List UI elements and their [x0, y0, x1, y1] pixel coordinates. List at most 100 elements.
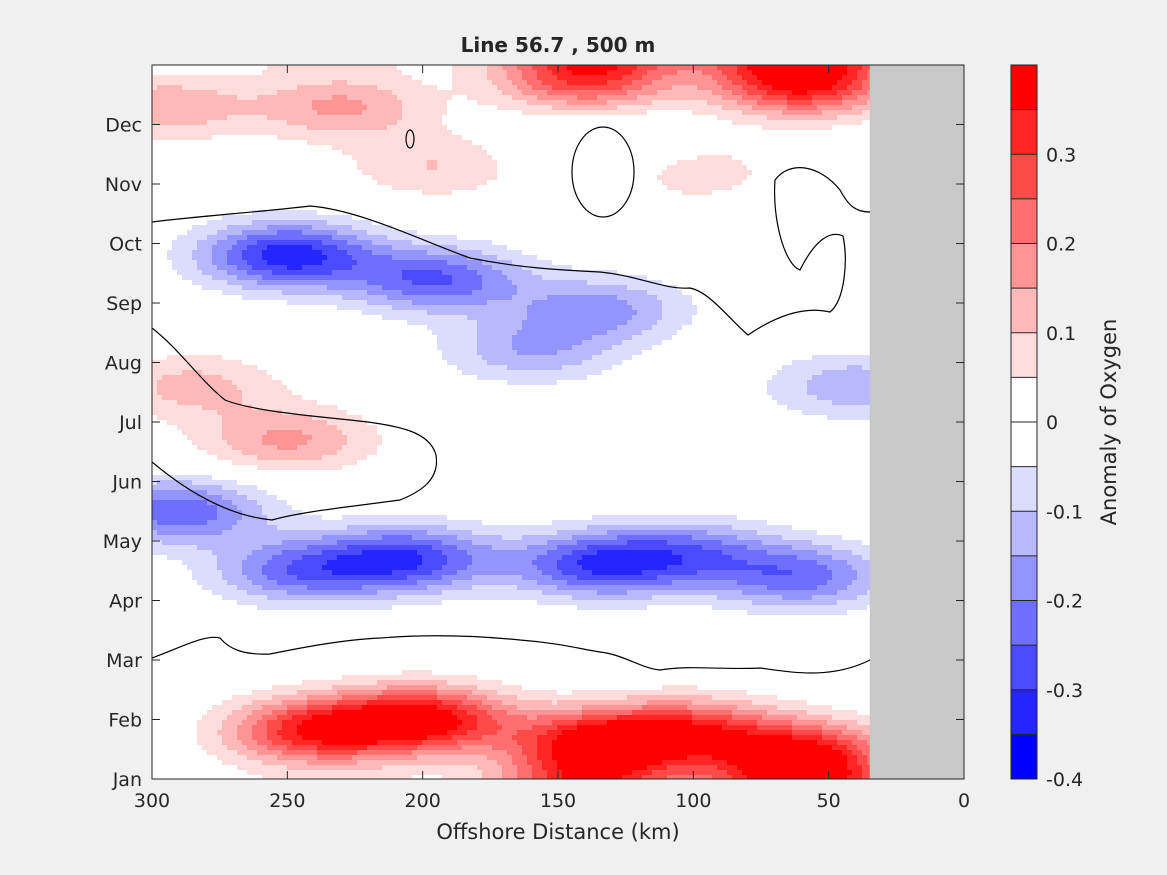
contour-cell: [672, 175, 678, 181]
contour-cell: [352, 160, 358, 166]
contour-cell: [482, 160, 488, 166]
contour-cell: [347, 80, 353, 86]
contour-cell: [382, 150, 388, 156]
contour-cell: [472, 215, 478, 221]
contour-cell: [482, 115, 488, 121]
contour-cell: [317, 115, 323, 121]
contour-cell: [807, 145, 813, 151]
contour-cell: [772, 215, 778, 221]
contour-cell: [842, 220, 848, 226]
contour-cell: [392, 205, 398, 211]
contour-cell: [252, 125, 258, 131]
contour-cell: [827, 175, 833, 181]
contour-cell: [452, 170, 458, 176]
contour-cell: [502, 95, 508, 101]
contour-cell: [622, 150, 628, 156]
contour-cell: [812, 150, 818, 156]
contour-cell: [382, 130, 388, 136]
contour-cell: [292, 170, 298, 176]
contour-cell: [357, 115, 363, 121]
contour-cell: [352, 100, 358, 106]
contour-cell: [237, 70, 243, 76]
contour-cell: [817, 110, 823, 116]
contour-cell: [517, 190, 523, 196]
contour-cell: [757, 135, 763, 141]
contour-cell: [762, 115, 768, 121]
contour-cell: [417, 85, 423, 91]
contour-cell: [442, 100, 448, 106]
contour-cell: [582, 165, 588, 171]
contour-cell: [177, 170, 183, 176]
contour-cell: [847, 135, 853, 141]
contour-cell: [157, 215, 163, 221]
contour-cell: [737, 150, 743, 156]
contour-cell: [332, 195, 338, 201]
contour-cell: [277, 165, 283, 171]
contour-cell: [337, 165, 343, 171]
contour-cell: [267, 190, 273, 196]
contour-cell: [617, 180, 623, 186]
contour-cell: [242, 180, 248, 186]
contour-cell: [277, 190, 283, 196]
contour-cell: [507, 105, 513, 111]
contour-cell: [177, 70, 183, 76]
contour-cell: [797, 100, 803, 106]
contour-cell: [832, 80, 838, 86]
contour-cell: [417, 215, 423, 221]
contour-cell: [422, 145, 428, 151]
contour-cell: [192, 200, 198, 206]
contour-cell: [692, 195, 698, 201]
contour-cell: [857, 190, 863, 196]
contour-cell: [467, 190, 473, 196]
contour-cell: [627, 70, 633, 76]
contour-cell: [777, 95, 783, 101]
contour-cell: [697, 140, 703, 146]
contour-cell: [852, 85, 858, 91]
contour-cell: [577, 225, 583, 231]
contour-cell: [512, 205, 518, 211]
contour-cell: [432, 195, 438, 201]
contour-cell: [507, 195, 513, 201]
contour-cell: [547, 150, 553, 156]
contour-cell: [232, 205, 238, 211]
contour-cell: [287, 65, 293, 71]
contour-cell: [382, 210, 388, 216]
contour-cell: [152, 65, 158, 71]
contour-cell: [152, 230, 158, 236]
contour-cell: [307, 185, 313, 191]
contour-cell: [167, 220, 173, 226]
contour-cell: [157, 235, 163, 241]
contour-cell: [407, 165, 413, 171]
contour-cell: [257, 130, 263, 136]
contour-cell: [847, 155, 853, 161]
contour-cell: [217, 90, 223, 96]
contour-cell: [587, 215, 593, 221]
contour-cell: [717, 230, 723, 236]
contour-cell: [737, 170, 743, 176]
contour-cell: [177, 75, 183, 81]
contour-cell: [467, 140, 473, 146]
contour-cell: [662, 185, 668, 191]
contour-cell: [217, 150, 223, 156]
contour-cell: [597, 110, 603, 116]
contour-cell: [482, 180, 488, 186]
contour-cell: [612, 120, 618, 126]
contour-cell: [762, 75, 768, 81]
contour-cell: [467, 185, 473, 191]
contour-cell: [727, 85, 733, 91]
contour-cell: [722, 140, 728, 146]
contour-cell: [417, 100, 423, 106]
contour-cell: [557, 190, 563, 196]
contour-cell: [337, 125, 343, 131]
contour-cell: [387, 95, 393, 101]
contour-cell: [487, 130, 493, 136]
contour-cell: [377, 125, 383, 131]
contour-cell: [692, 115, 698, 121]
contour-cell: [742, 170, 748, 176]
contour-cell: [817, 115, 823, 121]
contour-cell: [547, 105, 553, 111]
contour-cell: [597, 65, 603, 71]
contour-cell: [437, 235, 443, 241]
contour-cell: [552, 175, 558, 181]
contour-cell: [477, 130, 483, 136]
